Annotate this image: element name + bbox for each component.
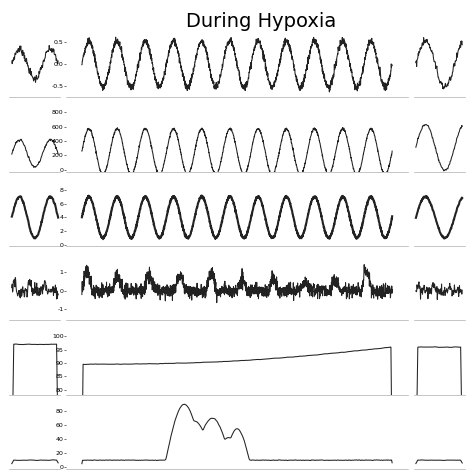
Text: During Hypoxia: During Hypoxia: [186, 12, 336, 31]
